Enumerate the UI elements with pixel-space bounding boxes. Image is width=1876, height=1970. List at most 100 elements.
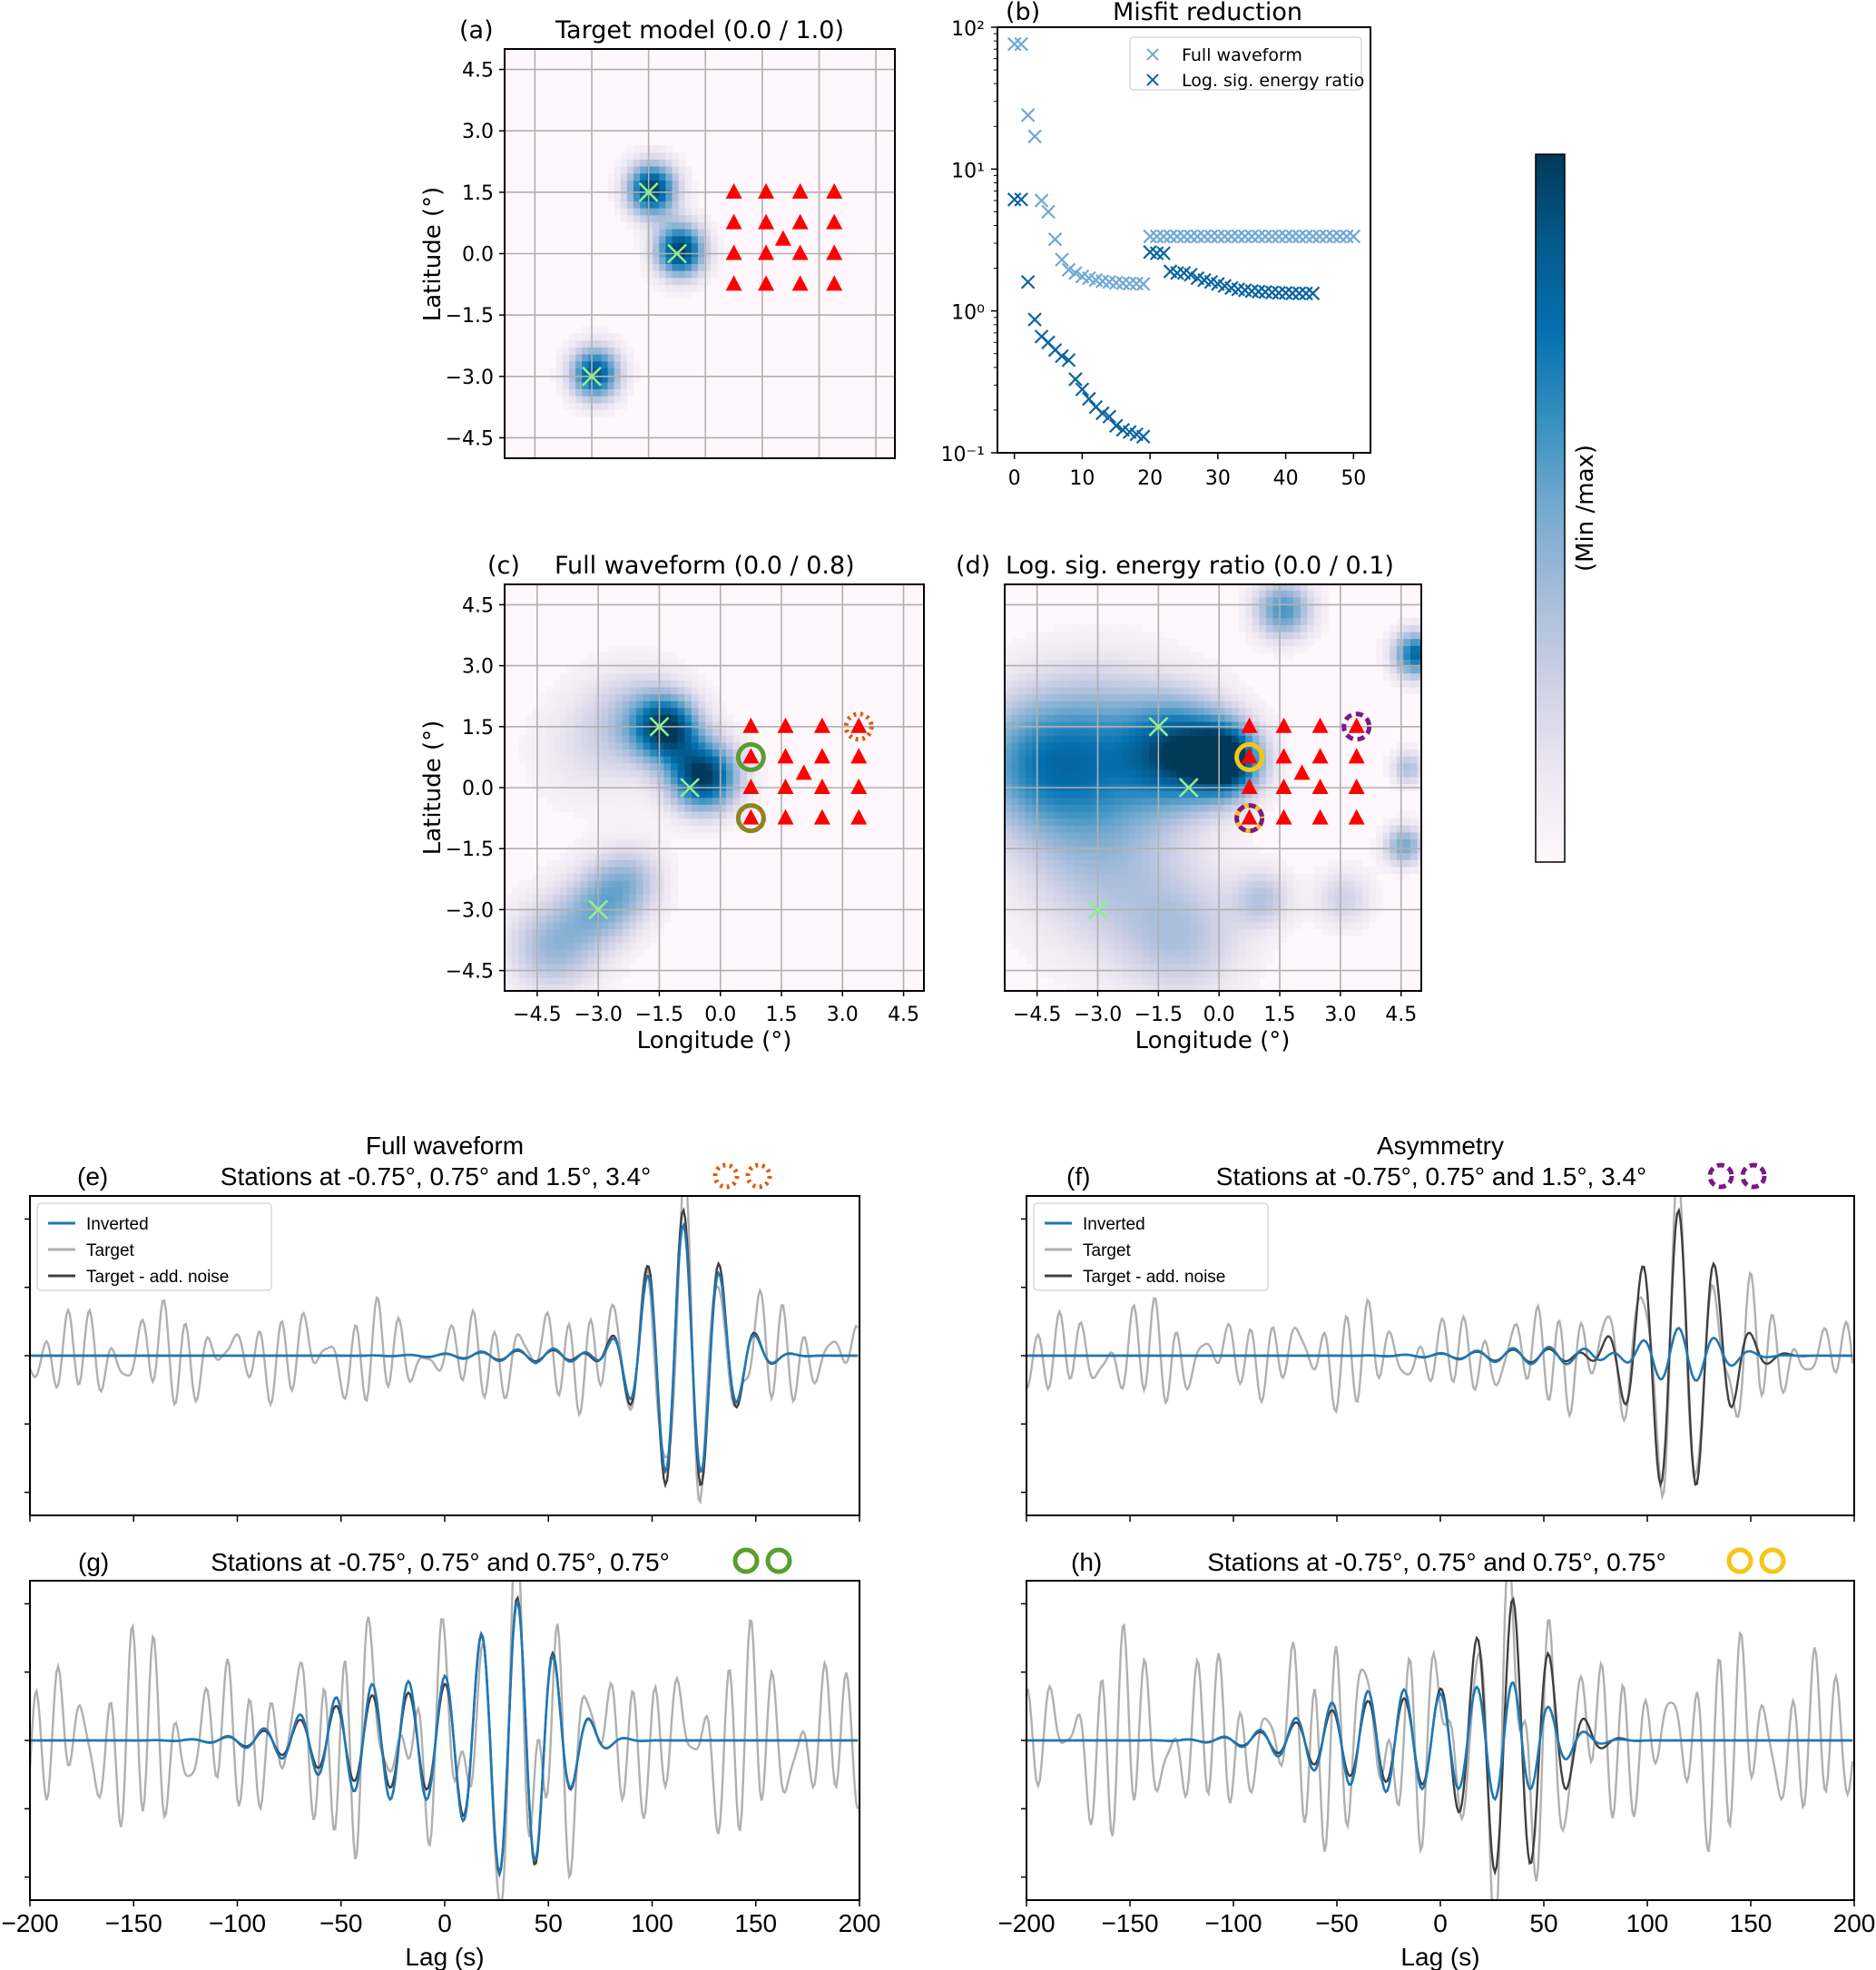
heat-cell [1121,701,1129,709]
heat-cell [684,201,692,209]
heat-cell [671,873,679,881]
heat-cell [635,645,644,653]
heat-cell [1018,797,1026,805]
heat-cell [643,873,651,881]
station-triangle [777,748,794,764]
heat-cell [1232,804,1240,812]
heat-cell [614,187,622,195]
heat-cell [691,277,699,285]
heat-cell [1038,949,1047,957]
heat-cell [629,936,637,944]
heat-cell [1190,728,1198,736]
heat-cell [1101,749,1109,757]
heat-cell [1101,728,1109,736]
heat-cell [587,887,595,895]
heat-cell [1018,659,1026,667]
heat-cell [1025,632,1033,640]
heat-cell [1073,790,1081,799]
y-tick-label: 10² [951,18,985,41]
heat-cell [1142,956,1150,965]
heat-cell [1155,797,1164,805]
heat-cell [1313,624,1322,632]
heat-cell [532,721,540,730]
heat-cell [1238,901,1246,909]
heat-cell [1066,728,1075,736]
heat-cell [691,686,700,695]
heat-cell [635,887,644,895]
heat-cell [678,152,686,160]
heat-cell [1115,666,1123,674]
heat-cell [574,873,582,881]
heat-cell [1217,721,1225,730]
heat-cell [1197,686,1205,695]
heat-cell [1032,866,1040,875]
heat-cell [566,721,575,730]
heat-cell [1101,735,1109,743]
heat-cell [562,402,570,410]
heat-cell [691,811,700,819]
heat-cell [1155,686,1164,695]
heat-cell [1066,804,1075,812]
heat-cell [1348,887,1356,895]
heat-cell [1134,714,1144,722]
heat-cell [1005,652,1013,660]
heat-cell [1224,866,1233,875]
heat-cell [635,831,644,839]
heat-cell [1190,838,1198,847]
legend-label: Target [86,1241,135,1260]
heat-cell [1121,976,1129,985]
heat-cell [1066,638,1075,646]
heat-cell [1046,887,1054,895]
heat-cell [587,956,595,965]
heat-cell [1066,963,1075,971]
heat-cell [1101,915,1109,923]
heat-cell [1086,970,1095,978]
heat-cell [608,693,616,701]
heat-cell [1190,666,1198,674]
heat-cell [1169,762,1177,770]
heat-cell [1272,915,1281,923]
heat-cell [518,901,526,909]
heat-cell [1101,811,1109,819]
heat-cell [1018,652,1026,660]
heat-cell [1059,652,1067,660]
heat-cell [1403,672,1411,681]
heat-cell [566,797,575,805]
heat-cell [1259,790,1267,799]
heat-cell [620,159,628,167]
heat-cell [601,901,609,909]
heat-cell [1224,707,1233,715]
heat-cell [1224,846,1233,854]
heat-cell [620,339,628,348]
heat-cell [1307,887,1315,895]
heat-cell [1417,652,1421,660]
heat-cell [1203,956,1212,965]
heat-cell [671,721,679,730]
heat-cell [1155,762,1164,770]
heat-cell [1169,915,1177,923]
heat-cell [1155,949,1164,957]
heat-cell [726,749,734,757]
heat-cell [1032,942,1040,950]
heat-cell [566,672,575,681]
station-triangle [774,230,791,246]
heat-cell [705,756,713,764]
heat-cell [1128,721,1136,730]
heat-cell [691,693,700,701]
heat-cell [587,915,595,923]
heat-cell [1403,680,1411,688]
heat-cell [1046,749,1054,757]
heat-cell [1038,693,1047,701]
heat-cell [580,942,589,950]
heat-cell [677,811,685,819]
heat-cell [677,831,685,839]
heat-cell [615,915,624,923]
heat-cell [1321,880,1329,888]
heat-cell [1307,596,1315,605]
heat-cell [1149,707,1157,715]
heat-cell [635,818,644,826]
heat-cell [1252,714,1260,722]
heat-cell [740,749,748,757]
heat-cell [1025,852,1033,860]
heat-cell [1203,949,1212,957]
